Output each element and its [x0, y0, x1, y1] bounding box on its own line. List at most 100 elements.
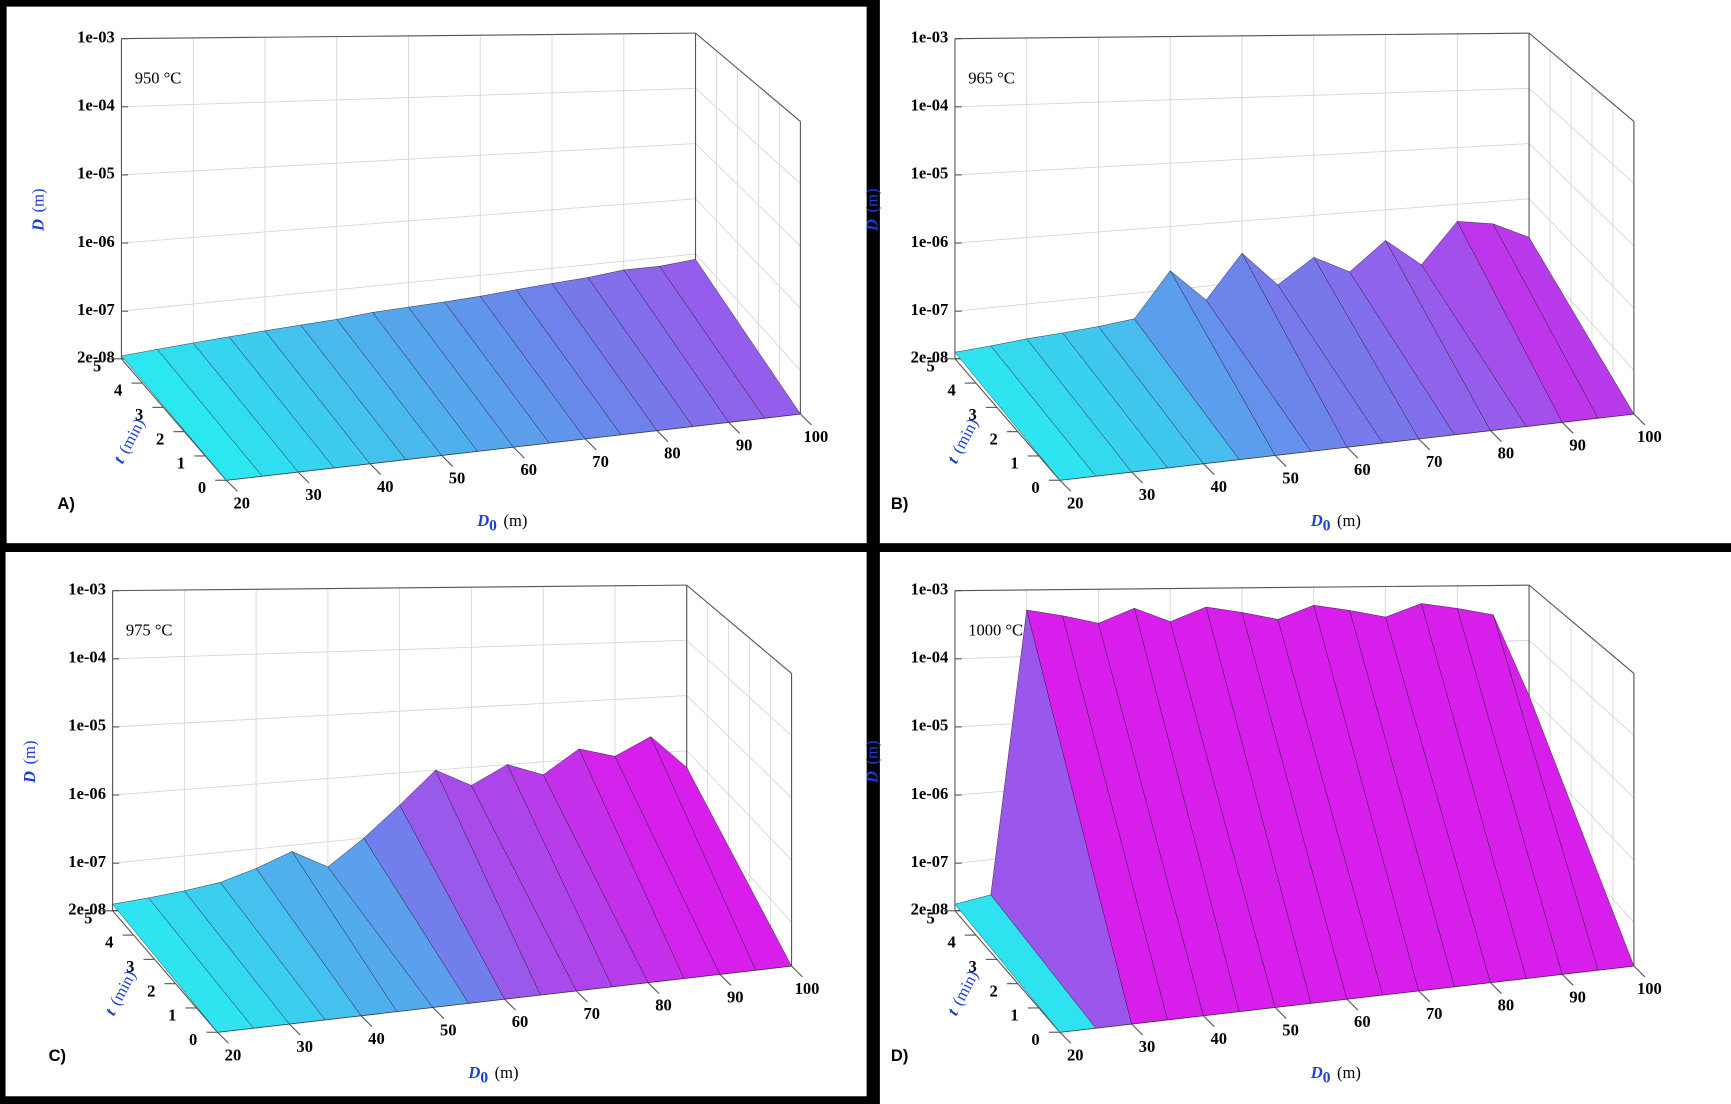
axis-frame: [1528, 32, 1635, 122]
z-tick-label: 2e-08: [911, 348, 949, 367]
x-tick-label: 40: [377, 477, 394, 496]
x-tick-label: 50: [449, 468, 466, 487]
z-tick-label: 1e-07: [68, 852, 106, 871]
x-tick-label: 80: [1498, 996, 1515, 1015]
grid-line: [121, 198, 696, 244]
z-axis-label: D (m): [20, 741, 39, 784]
x-tick: [432, 1007, 445, 1019]
z-tick-label: 1e-03: [68, 579, 106, 598]
panel-label: A): [57, 494, 74, 513]
x-tick-label: 100: [1637, 427, 1662, 446]
axis-frame: [112, 910, 218, 1033]
grid-line: [1528, 695, 1635, 799]
x-tick-label: 60: [1354, 1012, 1371, 1031]
y-tick-label: 1: [1010, 1006, 1018, 1025]
x-axis-unit: (m): [495, 1063, 519, 1082]
grid-line: [695, 253, 801, 371]
x-tick-label: 60: [521, 460, 538, 479]
axis-frame: [112, 584, 687, 592]
x-tick-label: 60: [1354, 460, 1371, 479]
x-axis-symbol: D: [1310, 511, 1323, 530]
y-tick-label: 0: [1031, 1030, 1039, 1049]
z-tick-label: 1e-06: [68, 784, 106, 803]
x-tick-label: 40: [1211, 477, 1228, 496]
x-tick-label: 30: [1139, 485, 1156, 504]
axis-frame: [1528, 584, 1635, 674]
z-axis-label: D (m): [862, 741, 881, 784]
z-tick-label: 1e-04: [911, 648, 949, 667]
x-tick: [1490, 430, 1502, 442]
z-axis-symbol: D: [20, 771, 39, 784]
z-tick-label: 1e-05: [77, 164, 115, 183]
x-tick: [1346, 446, 1359, 459]
x-tick-label: 80: [664, 444, 681, 463]
grid-line: [121, 87, 696, 108]
z-tick-label: 1e-04: [77, 96, 115, 115]
x-tick-label: 40: [368, 1029, 385, 1048]
z-axis-symbol: D: [862, 771, 881, 784]
x-tick: [217, 1031, 229, 1044]
x-axis-unit: (m): [504, 511, 528, 530]
grid-line: [954, 198, 1530, 244]
z-axis-symbol: D: [29, 219, 48, 232]
z-tick-label: 1e-06: [77, 232, 115, 251]
x-tick-label: 60: [512, 1012, 529, 1031]
grid-line: [954, 143, 1530, 176]
y-tick-label: 4: [948, 381, 956, 400]
x-tick: [791, 965, 803, 978]
grid-line: [112, 639, 687, 660]
y-tick-label: 2: [989, 429, 997, 448]
grid-line: [1528, 143, 1635, 247]
y-tick-label: 3: [126, 957, 134, 976]
x-tick-label: 80: [1498, 444, 1515, 463]
x-tick-label: 90: [736, 435, 753, 454]
x-axis-label: D0 (m): [1310, 511, 1361, 534]
z-axis-unit: (m): [862, 741, 881, 765]
z-tick-label: 1e-05: [911, 164, 949, 183]
x-tick: [512, 446, 525, 459]
x-tick: [441, 455, 454, 467]
x-axis-unit: (m): [1337, 511, 1361, 530]
z-axis-unit: (m): [862, 189, 881, 213]
x-tick-label: 70: [1426, 1004, 1443, 1023]
grid-line: [121, 253, 696, 312]
x-tick: [1131, 471, 1144, 484]
grid-line: [695, 88, 801, 185]
y-tick-label: 1: [177, 454, 185, 473]
x-tick: [656, 430, 669, 442]
y-tick-label: 4: [114, 381, 122, 400]
grid-line: [695, 198, 801, 309]
x-tick: [1418, 990, 1431, 1003]
x-axis-symbol: D: [467, 1063, 480, 1082]
x-axis-subscript: 0: [489, 517, 497, 534]
x-tick: [1131, 1023, 1144, 1036]
x-tick-label: 80: [655, 996, 672, 1015]
y-tick-label: 3: [968, 405, 976, 424]
x-tick: [1418, 438, 1431, 451]
x-tick: [800, 413, 812, 426]
x-axis-symbol: D: [1310, 1063, 1323, 1082]
y-tick-label: 3: [135, 405, 143, 424]
x-tick: [728, 421, 741, 434]
z-tick-label: 1e-06: [911, 784, 949, 803]
x-tick-label: 70: [1426, 452, 1443, 471]
surface-patch: [650, 736, 792, 971]
x-tick: [1346, 998, 1359, 1011]
x-tick: [1490, 982, 1502, 994]
y-tick-label: 0: [1031, 478, 1039, 497]
y-tick-label: 5: [927, 356, 935, 375]
z-tick-label: 1e-07: [911, 300, 949, 319]
grid-line: [686, 640, 792, 737]
z-tick-label: 1e-05: [911, 716, 949, 735]
z-tick-label: 1e-06: [911, 232, 949, 251]
z-axis-unit: (m): [20, 741, 39, 765]
x-axis-symbol: D: [476, 511, 489, 530]
z-axis-label: D (m): [862, 189, 881, 232]
y-tick-label: 5: [93, 356, 101, 375]
axis-frame: [954, 584, 1530, 592]
surface-patch: [1492, 614, 1635, 971]
z-tick-label: 1e-03: [911, 27, 949, 46]
x-axis-label: D0 (m): [467, 1063, 518, 1086]
